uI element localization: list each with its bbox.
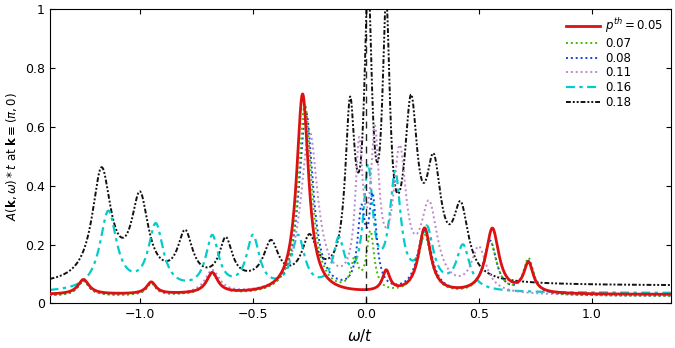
- X-axis label: $\omega/t$: $\omega/t$: [347, 327, 373, 344]
- Legend: $p^{th}=0.05$, 0.07, 0.08, 0.11, 0.16, 0.18: $p^{th}=0.05$, 0.07, 0.08, 0.11, 0.16, 0…: [562, 11, 668, 114]
- Y-axis label: $A(\mathbf{k},\omega)*t$ at $\mathbf{k}\equiv(\pi,0)$: $A(\mathbf{k},\omega)*t$ at $\mathbf{k}\…: [4, 92, 19, 221]
